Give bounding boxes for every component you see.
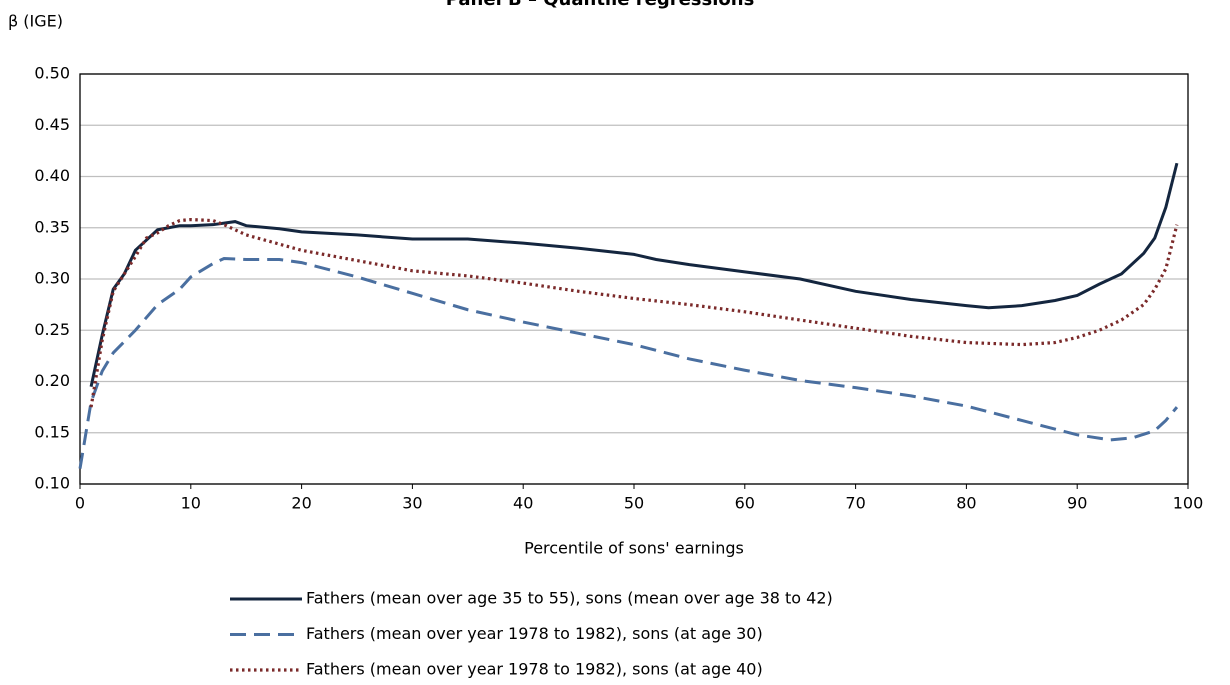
- y-tick-label: 0.25: [34, 320, 70, 339]
- plot-frame: [79, 73, 1189, 485]
- chart-title: Panel B – Quantile regressions: [446, 0, 755, 10]
- x-tick-label: 50: [624, 494, 644, 513]
- legend-label: Fathers (mean over age 35 to 55), sons (…: [306, 589, 833, 608]
- x-axis-label: Percentile of sons' earnings: [524, 539, 744, 558]
- y-axis-label: β (IGE): [8, 12, 63, 31]
- x-tick-label: 60: [735, 494, 755, 513]
- x-tick-label: 80: [956, 494, 976, 513]
- y-tick-label: 0.20: [34, 371, 70, 390]
- x-tick-label: 100: [1173, 494, 1204, 513]
- series-line: [89, 217, 1179, 408]
- series-line: [89, 162, 1179, 387]
- y-tick-label: 0.35: [34, 217, 70, 236]
- y-tick-label: 0.10: [34, 474, 70, 493]
- x-tick-label: 90: [1067, 494, 1087, 513]
- legend-label: Fathers (mean over year 1978 to 1982), s…: [306, 660, 763, 679]
- y-tick-label: 0.50: [34, 64, 70, 83]
- x-tick-label: 40: [513, 494, 533, 513]
- y-tick-label: 0.15: [34, 422, 70, 441]
- x-tick-label: 70: [845, 494, 865, 513]
- x-tick-label: 30: [402, 494, 422, 513]
- x-tick-label: 20: [291, 494, 311, 513]
- x-tick-label: 0: [75, 494, 85, 513]
- legend-label: Fathers (mean over year 1978 to 1982), s…: [306, 624, 763, 643]
- x-tick-label: 10: [181, 494, 201, 513]
- y-tick-label: 0.30: [34, 269, 70, 288]
- y-tick-label: 0.45: [34, 115, 70, 134]
- y-tick-label: 0.40: [34, 166, 70, 185]
- series-line: [78, 256, 1179, 469]
